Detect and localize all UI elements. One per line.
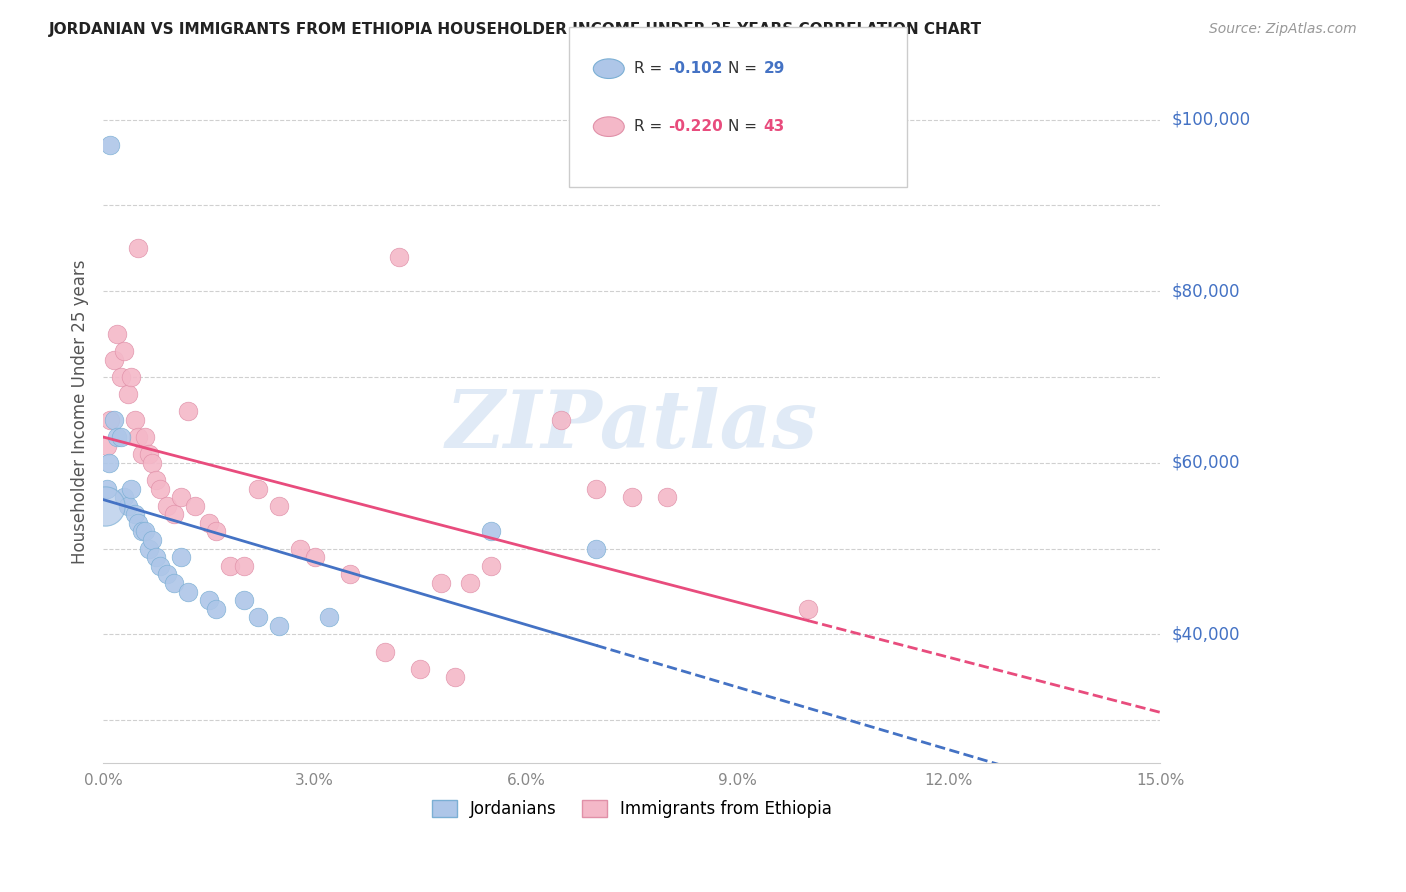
Point — [339, 567, 361, 582]
Point — [620, 490, 643, 504]
Point — [585, 541, 607, 556]
Point — [205, 601, 228, 615]
Point — [176, 584, 198, 599]
Point — [205, 524, 228, 539]
Point — [318, 610, 340, 624]
Point — [103, 413, 125, 427]
Point — [117, 387, 139, 401]
Point — [148, 482, 170, 496]
Text: $100,000: $100,000 — [1171, 111, 1250, 128]
Point — [96, 439, 118, 453]
Point — [233, 593, 256, 607]
Point — [131, 447, 153, 461]
Point — [98, 413, 121, 427]
Point — [145, 473, 167, 487]
Point — [105, 430, 128, 444]
Point — [124, 413, 146, 427]
Point — [138, 541, 160, 556]
Point — [117, 499, 139, 513]
Text: -0.220: -0.220 — [668, 120, 723, 134]
Point — [797, 601, 820, 615]
Point — [374, 644, 396, 658]
Point — [134, 430, 156, 444]
Text: JORDANIAN VS IMMIGRANTS FROM ETHIOPIA HOUSEHOLDER INCOME UNDER 25 YEARS CORRELAT: JORDANIAN VS IMMIGRANTS FROM ETHIOPIA HO… — [49, 22, 983, 37]
Legend: Jordanians, Immigrants from Ethiopia: Jordanians, Immigrants from Ethiopia — [425, 794, 838, 825]
Point — [162, 576, 184, 591]
Point — [93, 499, 115, 513]
Point — [112, 344, 135, 359]
Point — [120, 370, 142, 384]
Text: $80,000: $80,000 — [1171, 282, 1240, 301]
Text: $60,000: $60,000 — [1171, 454, 1240, 472]
Point — [110, 430, 132, 444]
Point — [98, 138, 121, 153]
Point — [124, 508, 146, 522]
Point — [127, 516, 149, 530]
Point — [290, 541, 312, 556]
Point — [155, 499, 177, 513]
Point — [550, 413, 572, 427]
Point — [169, 550, 191, 565]
Point — [169, 490, 191, 504]
Point — [233, 558, 256, 573]
Point — [134, 524, 156, 539]
Point — [430, 576, 453, 591]
Point — [141, 533, 163, 547]
Point — [127, 241, 149, 255]
Text: R =: R = — [634, 120, 668, 134]
Point — [103, 352, 125, 367]
Point — [131, 524, 153, 539]
Point — [585, 482, 607, 496]
Point — [141, 456, 163, 470]
Point — [110, 370, 132, 384]
Point — [96, 482, 118, 496]
Point — [269, 619, 291, 633]
Text: -0.102: -0.102 — [668, 62, 723, 76]
Point — [655, 490, 678, 504]
Point — [458, 576, 481, 591]
Point — [162, 508, 184, 522]
Text: 29: 29 — [763, 62, 785, 76]
Text: $40,000: $40,000 — [1171, 625, 1240, 643]
Point — [388, 250, 411, 264]
Text: R =: R = — [634, 62, 668, 76]
Text: N =: N = — [728, 120, 762, 134]
Point — [247, 482, 270, 496]
Point — [97, 456, 120, 470]
Point — [148, 558, 170, 573]
Text: Source: ZipAtlas.com: Source: ZipAtlas.com — [1209, 22, 1357, 37]
Point — [176, 404, 198, 418]
Point — [184, 499, 207, 513]
Point — [105, 327, 128, 342]
Point — [198, 516, 221, 530]
Text: ZIPatlas: ZIPatlas — [446, 387, 818, 464]
Y-axis label: Householder Income Under 25 years: Householder Income Under 25 years — [72, 259, 89, 564]
Point — [479, 558, 502, 573]
Point — [444, 670, 467, 684]
Point — [127, 430, 149, 444]
Point — [138, 447, 160, 461]
Point — [409, 662, 432, 676]
Point — [120, 482, 142, 496]
Point — [479, 524, 502, 539]
Point — [247, 610, 270, 624]
Point — [269, 499, 291, 513]
Point — [198, 593, 221, 607]
Point — [145, 550, 167, 565]
Point — [219, 558, 242, 573]
Point — [155, 567, 177, 582]
Text: 43: 43 — [763, 120, 785, 134]
Point — [112, 490, 135, 504]
Text: N =: N = — [728, 62, 762, 76]
Point — [304, 550, 326, 565]
